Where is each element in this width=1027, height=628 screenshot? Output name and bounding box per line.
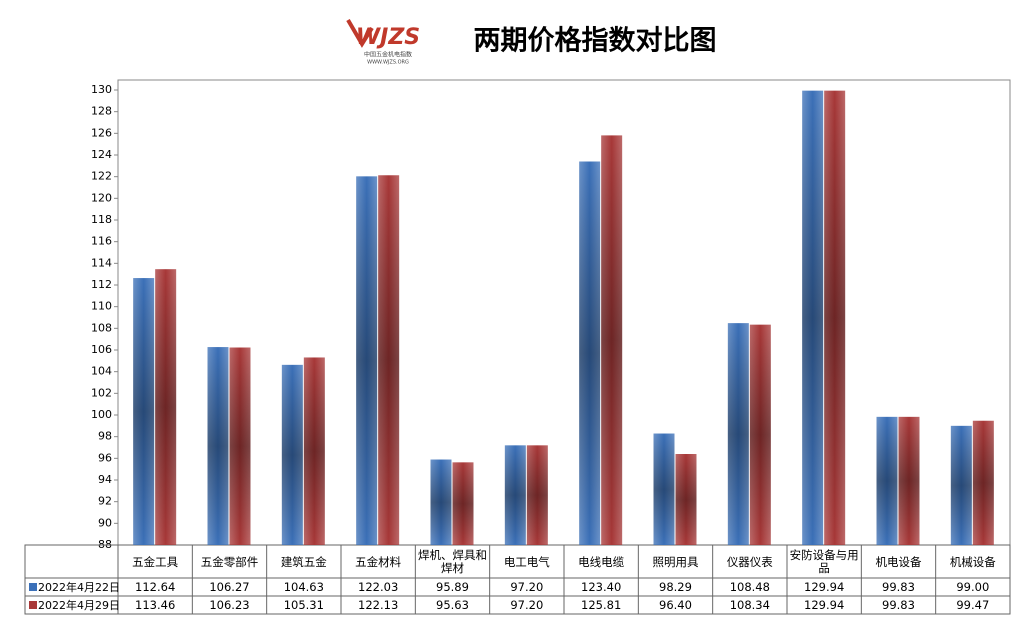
plot-area — [117, 79, 1011, 546]
bar-shade — [133, 278, 155, 545]
bar-shade — [207, 347, 229, 545]
bar-shade — [303, 357, 325, 545]
bar-shade — [430, 459, 452, 545]
bar-shade — [378, 175, 400, 545]
table-value: 99.83 — [882, 579, 915, 594]
logo-url: WWW.WJZS.ORG — [367, 60, 409, 66]
y-tick-label: 112 — [91, 278, 112, 291]
y-tick-label: 124 — [91, 148, 112, 161]
y-tick-label: 104 — [91, 365, 112, 378]
bar-shade — [356, 176, 378, 545]
bar-shade — [526, 445, 548, 545]
bar-shade — [601, 135, 623, 545]
y-tick-label: 116 — [91, 235, 112, 248]
table-value: 112.64 — [135, 579, 176, 594]
table-value: 99.47 — [956, 597, 990, 612]
x-tick-label: 五金工具 — [132, 554, 179, 569]
bar-shade — [281, 364, 303, 545]
table-value: 99.00 — [956, 579, 990, 594]
legend-swatch — [29, 583, 37, 591]
y-tick-label: 114 — [91, 256, 112, 269]
bar-shade — [579, 161, 601, 545]
bar-shade — [452, 462, 474, 545]
bar-shade — [898, 416, 920, 545]
y-tick-label: 102 — [91, 386, 112, 399]
table-value: 113.46 — [135, 597, 176, 612]
y-tick-label: 106 — [91, 343, 112, 356]
table-value: 99.83 — [882, 597, 915, 612]
table-value: 95.89 — [436, 579, 469, 594]
table-value: 122.03 — [358, 579, 399, 594]
table-value: 104.63 — [283, 579, 324, 594]
y-tick-label: 94 — [98, 473, 112, 486]
table-value: 108.48 — [729, 579, 770, 594]
table-value: 96.40 — [659, 597, 692, 612]
y-tick-label: 122 — [91, 170, 112, 183]
bar-shade — [675, 454, 697, 545]
bar-shade — [229, 347, 251, 545]
logo-name: 中国五金机电指数 — [364, 51, 412, 59]
logo: WJZS 中国五金机电指数 WWW.WJZS.ORG — [346, 18, 420, 66]
bar-shade — [876, 416, 898, 545]
y-tick-label: 96 — [98, 451, 112, 464]
x-tick-label: 电线电缆 — [578, 554, 625, 569]
table-value: 97.20 — [510, 579, 544, 594]
table-value: 129.94 — [804, 597, 845, 612]
y-tick-label: 100 — [91, 408, 112, 421]
y-tick-label: 90 — [98, 516, 112, 529]
x-tick-label: 照明用具 — [652, 554, 699, 569]
bar-shade — [504, 445, 526, 545]
x-tick-label: 建筑五金 — [280, 554, 327, 569]
table-value: 95.63 — [436, 597, 469, 612]
table-value: 97.20 — [510, 597, 544, 612]
table-value: 106.23 — [209, 597, 250, 612]
y-tick-label: 108 — [91, 321, 112, 334]
x-tick-label: 焊机、焊具和焊材 — [417, 548, 487, 575]
logo-mark: WJZS — [356, 25, 420, 50]
bar-shade — [950, 425, 972, 545]
y-tick-label: 130 — [91, 83, 112, 96]
table-value: 98.29 — [659, 579, 692, 594]
x-tick-label: 仪器仪表 — [726, 554, 773, 569]
legend-label: 2022年4月22日 — [38, 580, 120, 594]
x-tick-label: 五金零部件 — [200, 554, 259, 569]
bar-shade — [155, 269, 177, 545]
chart-title: 两期价格指数对比图 — [474, 26, 717, 57]
table-value: 129.94 — [804, 579, 845, 594]
table-value: 122.13 — [358, 597, 399, 612]
x-tick-label: 机电设备 — [875, 554, 922, 569]
y-tick-label: 120 — [91, 191, 112, 204]
table-value: 108.34 — [729, 597, 770, 612]
bar-shade — [749, 324, 771, 545]
x-tick-label: 安防设备与用品 — [789, 548, 859, 575]
x-tick-label: 五金材料 — [355, 554, 402, 569]
table-value: 123.40 — [581, 579, 622, 594]
logo-arrow — [346, 18, 374, 48]
bar-shade — [653, 433, 675, 545]
legend-swatch — [29, 601, 37, 609]
table-value: 105.31 — [283, 597, 324, 612]
y-tick-label: 126 — [91, 126, 112, 139]
bar-shade — [972, 420, 994, 545]
x-tick-label: 机械设备 — [949, 554, 996, 569]
table-value: 106.27 — [209, 579, 250, 594]
x-tick-label: 电工电气 — [503, 554, 550, 569]
legend-label: 2022年4月29日 — [38, 598, 120, 612]
y-tick-label: 98 — [98, 430, 112, 443]
bar-shade — [802, 90, 824, 546]
y-tick-label: 92 — [98, 495, 112, 508]
y-tick-label: 128 — [91, 105, 112, 118]
bar-shade — [824, 90, 846, 546]
y-tick-label: 110 — [91, 300, 112, 313]
bar-shade — [727, 323, 749, 545]
y-tick-label: 118 — [91, 213, 112, 226]
table-value: 125.81 — [581, 597, 622, 612]
